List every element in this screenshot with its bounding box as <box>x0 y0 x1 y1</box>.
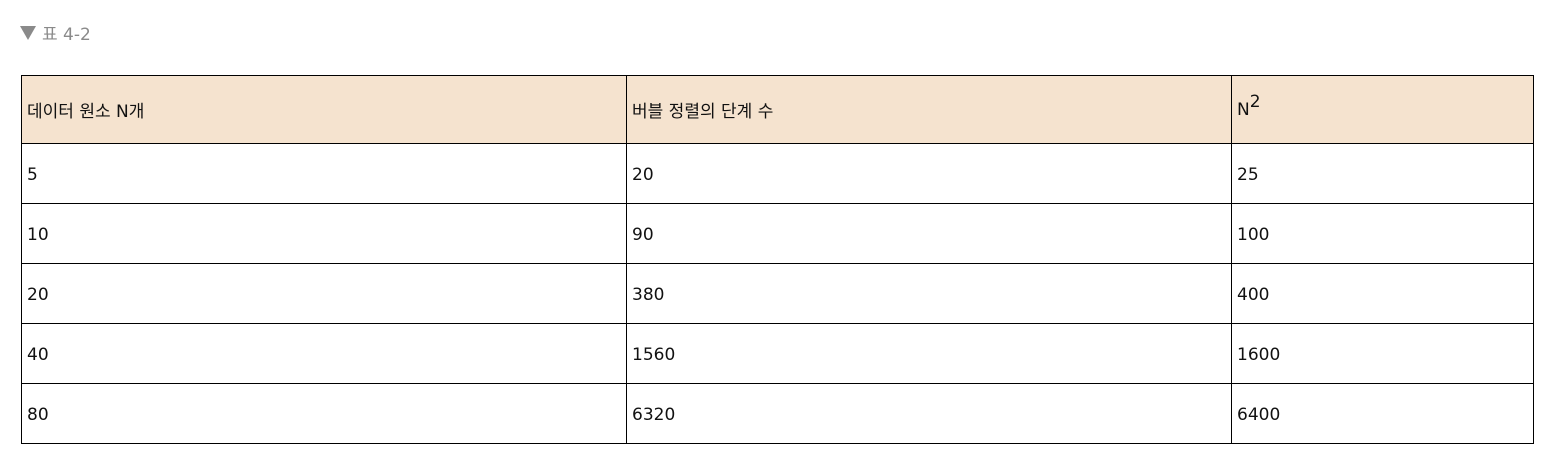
table-caption[interactable]: 표 4-2 <box>20 20 91 45</box>
header-bubble-sort-steps: 버블 정렬의 단계 수 <box>626 75 1232 144</box>
table-row: 80 6320 6400 <box>21 383 1534 444</box>
triangle-down-icon[interactable] <box>20 25 36 40</box>
table-row: 20 380 400 <box>21 263 1534 324</box>
cell-n-squared: 100 <box>1231 203 1534 264</box>
bubble-sort-table: 데이터 원소 N개 버블 정렬의 단계 수 N2 5 20 25 10 90 1… <box>21 75 1534 444</box>
cell-steps: 6320 <box>626 383 1232 444</box>
table-row: 40 1560 1600 <box>21 323 1534 384</box>
cell-elements: 20 <box>21 263 627 324</box>
header-row: 데이터 원소 N개 버블 정렬의 단계 수 N2 <box>21 75 1534 144</box>
header-n-exponent: 2 <box>1249 91 1261 112</box>
table-row: 10 90 100 <box>21 203 1534 264</box>
caption-text: 표 4-2 <box>42 24 91 45</box>
cell-n-squared: 25 <box>1231 143 1534 204</box>
cell-steps: 90 <box>626 203 1232 264</box>
cell-elements: 40 <box>21 323 627 384</box>
cell-n-squared: 1600 <box>1231 323 1534 384</box>
table-row: 5 20 25 <box>21 143 1534 204</box>
cell-n-squared: 6400 <box>1231 383 1534 444</box>
header-n-base: N <box>1237 99 1250 120</box>
cell-elements: 10 <box>21 203 627 264</box>
cell-steps: 380 <box>626 263 1232 324</box>
cell-steps: 1560 <box>626 323 1232 384</box>
header-elements-count: 데이터 원소 N개 <box>21 75 627 144</box>
cell-elements: 80 <box>21 383 627 444</box>
cell-n-squared: 400 <box>1231 263 1534 324</box>
cell-steps: 20 <box>626 143 1232 204</box>
cell-elements: 5 <box>21 143 627 204</box>
header-n-squared: N2 <box>1231 75 1534 144</box>
